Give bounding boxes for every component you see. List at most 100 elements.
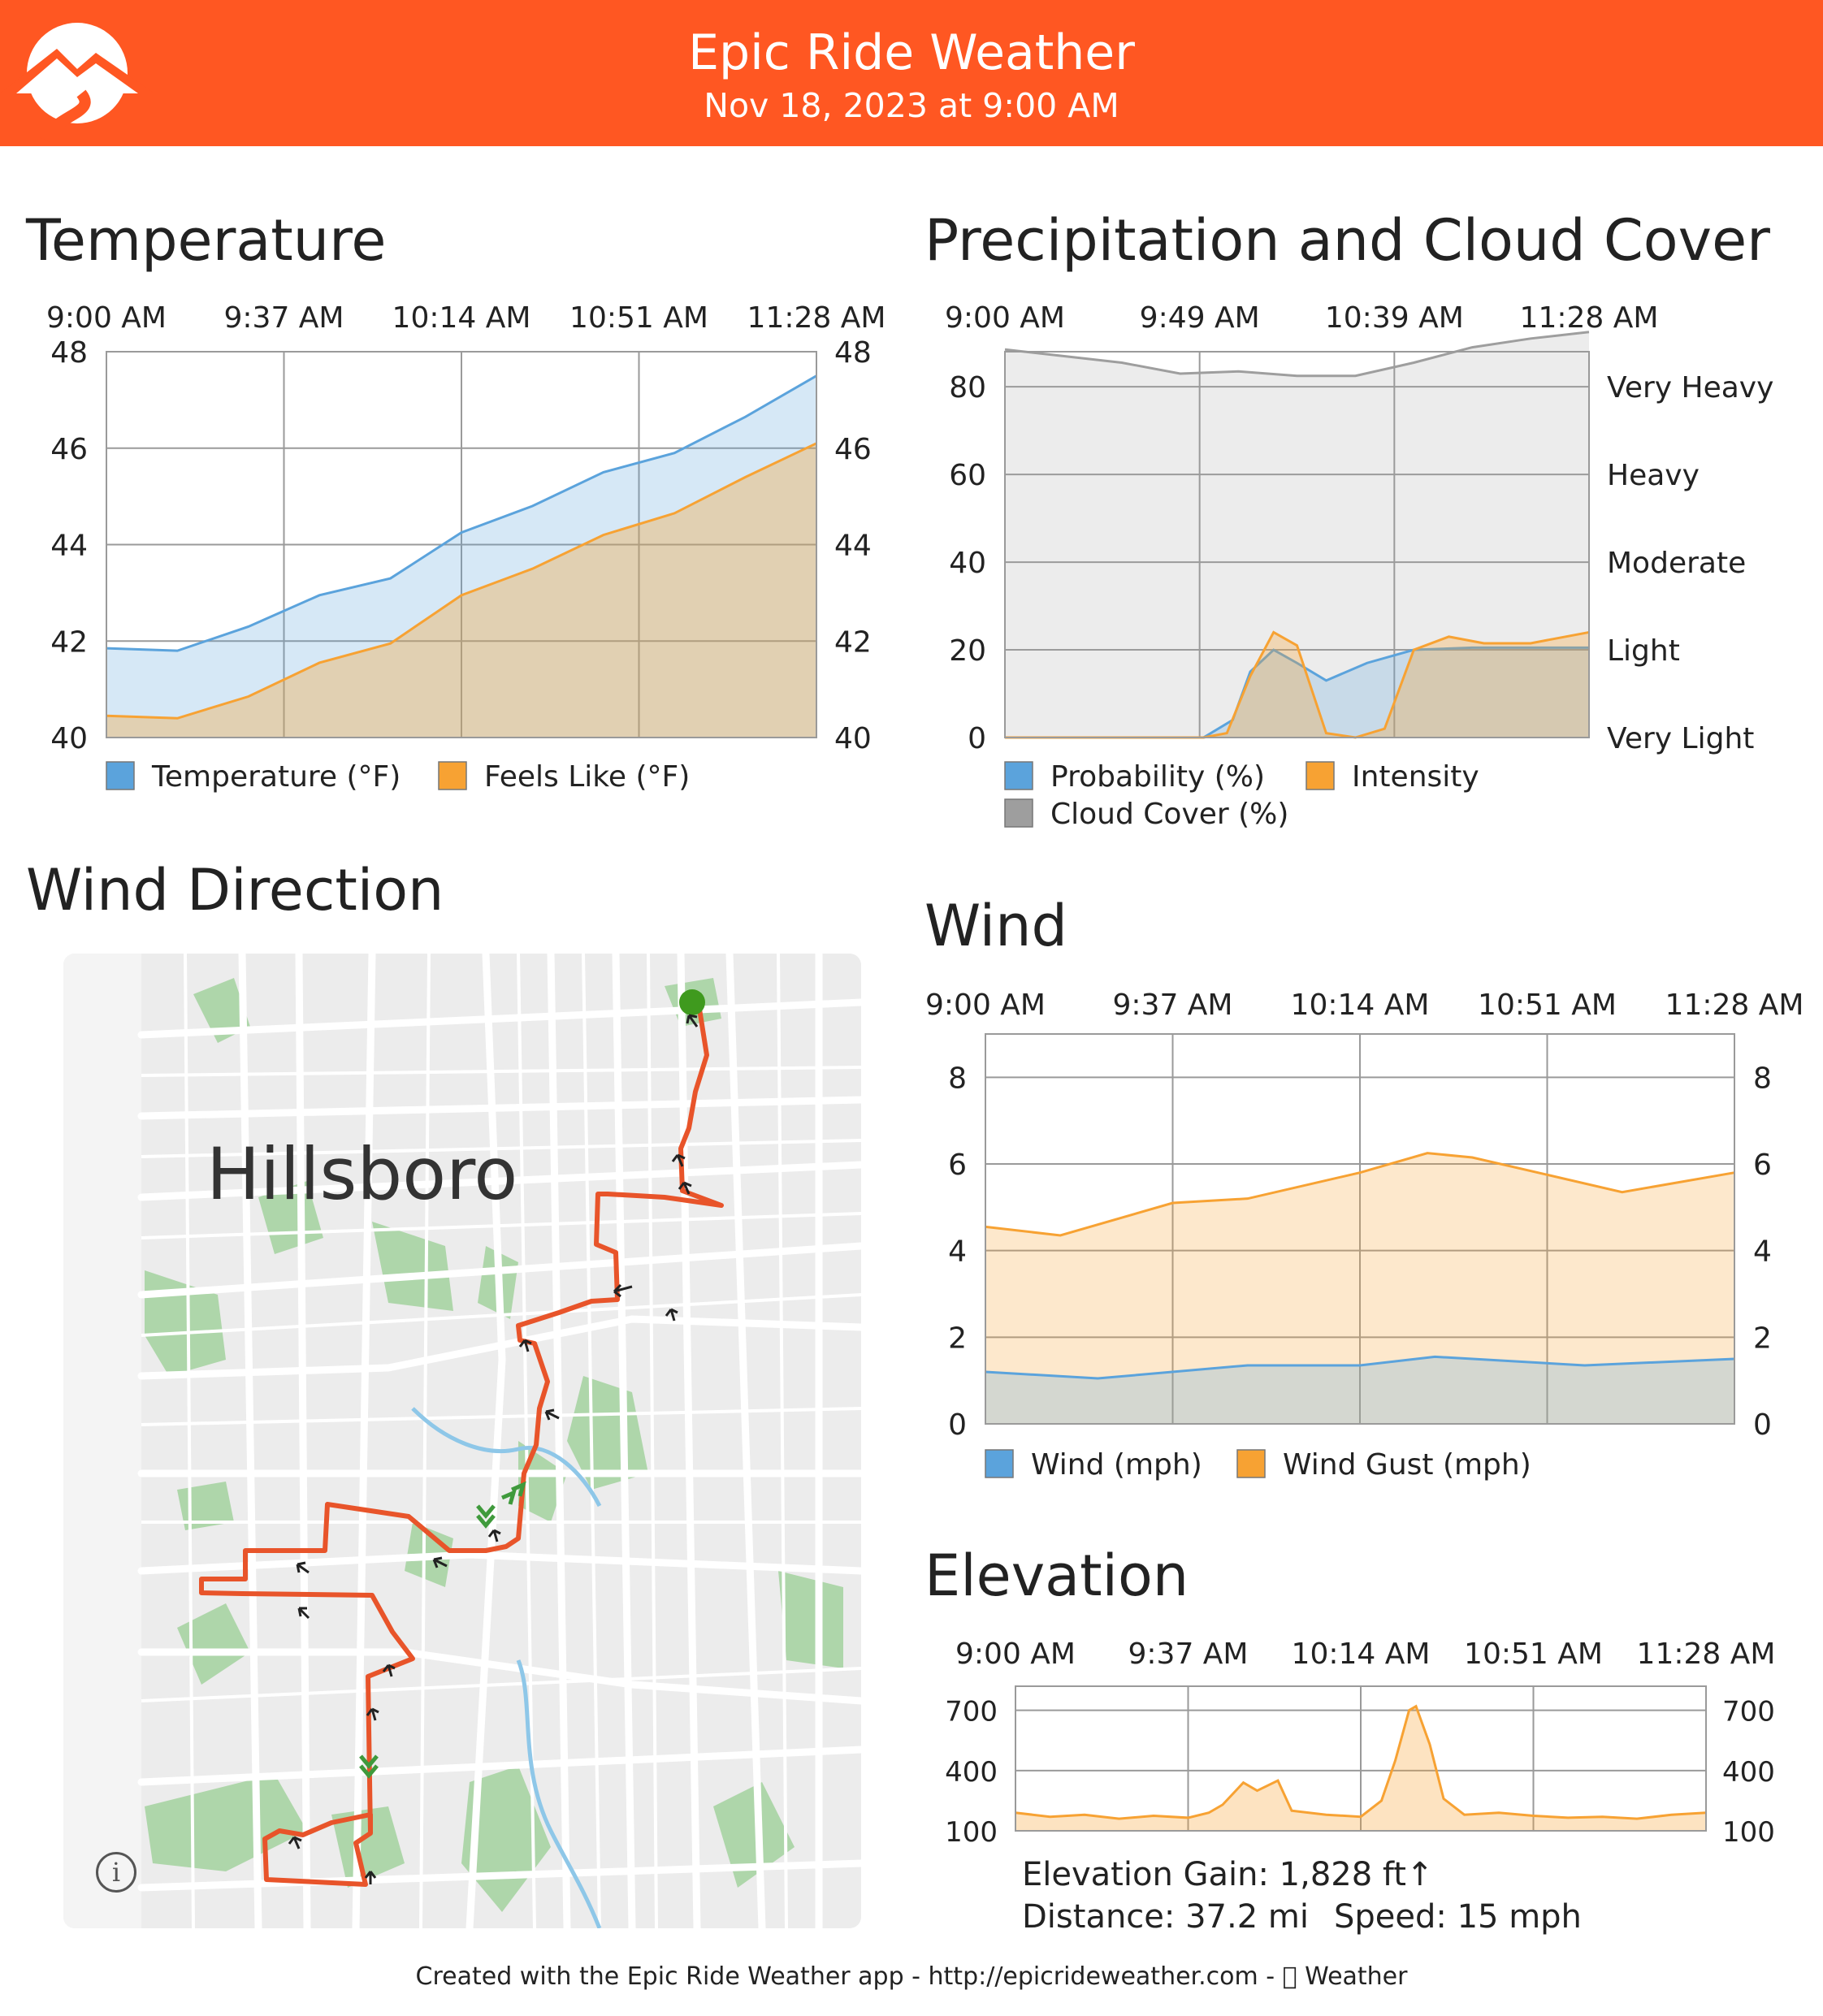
y-tick-left: 42 — [50, 625, 88, 659]
plot-frame — [1015, 1685, 1707, 1832]
legend-swatch — [985, 1449, 1014, 1478]
x-tick: 11:28 AM — [1520, 301, 1659, 335]
wind-direction-title: Wind Direction — [26, 857, 444, 924]
legend-label: Wind (mph) — [1031, 1448, 1202, 1482]
x-tick: 9:49 AM — [1140, 301, 1260, 335]
y-tick-left: 48 — [50, 336, 88, 370]
y-tick-right: 48 — [834, 336, 872, 370]
y-tick-left: 46 — [50, 433, 88, 466]
x-tick: 10:51 AM — [569, 301, 708, 335]
probability-series-area — [1005, 647, 1589, 738]
route-start-marker — [679, 989, 705, 1015]
x-tick: 9:00 AM — [955, 1637, 1076, 1671]
x-tick: 10:14 AM — [392, 301, 531, 335]
y-tick-left: 2 — [948, 1322, 967, 1355]
precipitation-chart: 0 Very Light 20 Light 40 Moderate 60 Heavy 80 Ver… — [945, 301, 1773, 831]
cloud-cover-series-area — [1005, 331, 1589, 738]
temperature-series-area — [106, 375, 816, 738]
wind-arrows — [288, 1014, 699, 1884]
footer-credit: Created with the Epic Ride Weather app -… — [416, 1962, 1408, 1991]
x-tick: 9:37 AM — [1128, 1637, 1249, 1671]
x-tick: 9:00 AM — [925, 989, 1046, 1022]
x-tick: 10:14 AM — [1292, 1637, 1431, 1671]
legend-label: Cloud Cover (%) — [1050, 798, 1288, 831]
app-title: Epic Ride Weather — [688, 24, 1135, 81]
map-info-button[interactable]: i — [96, 1852, 136, 1893]
y-tick-left: 40 — [949, 547, 986, 580]
app-logo-icon — [0, 23, 154, 143]
y-tick-right: 40 — [834, 722, 872, 755]
legend-swatch — [1004, 761, 1033, 790]
ride-distance: Distance: 37.2 mi — [1022, 1898, 1309, 1936]
y-tick-right: 44 — [834, 530, 872, 563]
y-tick-left: 8 — [948, 1062, 967, 1095]
route-map[interactable]: Hillsboro i — [63, 954, 861, 1928]
elevation-title: Elevation — [924, 1542, 1189, 1609]
ride-speed: Speed: 15 mph — [1334, 1898, 1582, 1936]
legend-label: Feels Like (°F) — [484, 760, 690, 794]
x-tick: 11:28 AM — [1665, 989, 1804, 1022]
precipitation-title: Precipitation and Cloud Cover — [924, 207, 1770, 274]
y-tick-left: 6 — [948, 1149, 967, 1182]
legend-swatch — [1236, 1449, 1266, 1478]
x-tick: 11:28 AM — [747, 301, 886, 335]
y-tick-right: 2 — [1753, 1322, 1772, 1355]
wind-gust-series-line — [985, 1152, 1735, 1237]
temperature-series-line — [106, 374, 817, 652]
y-tick-left: 400 — [945, 1756, 998, 1789]
app-header: Epic Ride Weather Nov 18, 2023 at 9:00 A… — [0, 0, 1823, 146]
y-tick-right: 46 — [834, 433, 872, 466]
y-tick-left: 100 — [945, 1816, 998, 1849]
x-tick: 10:51 AM — [1464, 1637, 1603, 1671]
intensity-tick: Very Light — [1607, 722, 1754, 755]
y-tick-right: 4 — [1753, 1235, 1772, 1269]
legend-label: Wind Gust (mph) — [1283, 1448, 1531, 1482]
route-line — [199, 1003, 724, 1887]
y-tick-left: 44 — [50, 530, 88, 563]
plot-frame — [985, 1033, 1735, 1425]
map-city-label: Hillsboro — [206, 1132, 518, 1216]
y-tick-left: 0 — [968, 722, 986, 755]
elevation-gain: Elevation Gain: 1,828 ft↑ — [1022, 1856, 1434, 1893]
y-tick-right: 6 — [1753, 1149, 1772, 1182]
temperature-title: Temperature — [26, 207, 387, 274]
intensity-tick: Moderate — [1607, 547, 1746, 580]
y-tick-left: 40 — [50, 722, 88, 755]
legend-swatch — [1004, 798, 1033, 828]
y-tick-right: 42 — [834, 625, 872, 659]
headwind-chevrons — [359, 1481, 526, 1779]
x-tick: 10:14 AM — [1291, 989, 1430, 1022]
y-tick-right: 0 — [1753, 1408, 1772, 1442]
feels-like-series-line — [106, 442, 817, 720]
intensity-series-area — [1005, 632, 1589, 738]
y-tick-right: 8 — [1753, 1062, 1772, 1095]
wind-speed-series-line — [985, 1355, 1735, 1380]
map-canvas — [63, 954, 861, 1928]
x-tick: 9:00 AM — [945, 301, 1065, 335]
intensity-tick: Heavy — [1607, 459, 1700, 492]
elevation-series-area — [1015, 1706, 1706, 1831]
legend-swatch — [1306, 761, 1335, 790]
y-tick-left: 4 — [948, 1235, 967, 1269]
x-tick: 11:28 AM — [1637, 1637, 1776, 1671]
y-tick-left: 20 — [949, 634, 986, 668]
legend-label: Temperature (°F) — [151, 760, 401, 794]
intensity-tick: Very Heavy — [1607, 371, 1773, 404]
x-tick: 10:51 AM — [1478, 989, 1617, 1022]
intensity-tick: Light — [1607, 634, 1680, 668]
elevation-chart: 100 100 400 400 700 700 9:00 AM 9:37 AM 10:14 AM… — [945, 1637, 1776, 1849]
y-tick-right: 400 — [1722, 1756, 1775, 1789]
x-tick: 9:37 AM — [224, 301, 344, 335]
x-tick: 9:00 AM — [46, 301, 167, 335]
y-tick-right: 700 — [1722, 1696, 1775, 1728]
y-tick-left: 700 — [945, 1696, 998, 1728]
wind-title: Wind — [924, 893, 1067, 959]
legend-swatch — [106, 761, 135, 790]
wind-speed-series-area — [985, 1356, 1734, 1424]
x-tick: 9:37 AM — [1113, 989, 1233, 1022]
plot-frame — [106, 351, 817, 738]
intensity-series-line — [1005, 630, 1590, 739]
legend-swatch — [438, 761, 467, 790]
y-tick-left: 60 — [949, 459, 986, 492]
